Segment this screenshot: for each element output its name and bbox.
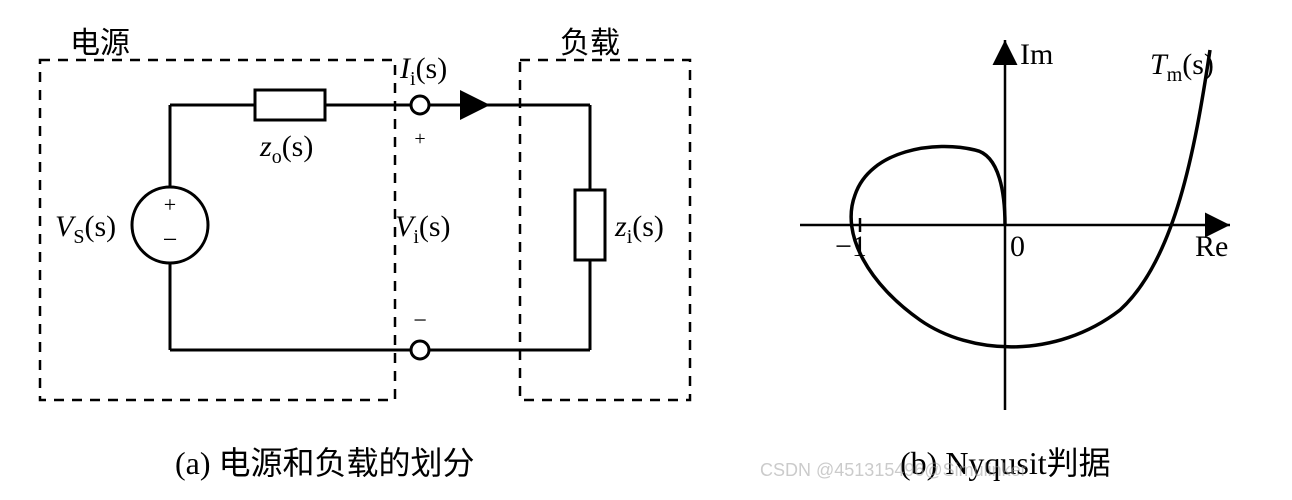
svg-text:+: + bbox=[414, 128, 425, 150]
label-Vi: Vi(s) bbox=[395, 210, 451, 249]
node-bot bbox=[411, 341, 429, 359]
svg-text:−: − bbox=[413, 308, 427, 334]
tick-minus1: −1 bbox=[835, 230, 867, 264]
node-top bbox=[411, 96, 429, 114]
source-title: 电源 bbox=[70, 18, 130, 62]
caption-a: (a) 电源和负载的划分 bbox=[175, 438, 475, 484]
diagram-svg: + − + − bbox=[0, 0, 1292, 500]
axis-Re-label: Re bbox=[1195, 230, 1228, 264]
label-zo: zo(s) bbox=[260, 130, 313, 169]
resistor-zi bbox=[575, 190, 605, 260]
resistor-zo bbox=[255, 90, 325, 120]
watermark: CSDN @451315496@Simulinker bbox=[760, 460, 1027, 481]
origin-zero: 0 bbox=[1010, 230, 1025, 264]
svg-text:−: − bbox=[163, 225, 178, 254]
nyquist-curve bbox=[851, 50, 1210, 347]
figure-canvas: + − + − 电源 负载 VS(s) zo(s) Ii(s) Vi(s) zi… bbox=[0, 0, 1292, 500]
label-zi: zi(s) bbox=[615, 210, 664, 249]
svg-text:+: + bbox=[164, 192, 176, 217]
label-Vs: VS(s) bbox=[55, 210, 116, 249]
load-title: 负载 bbox=[560, 18, 620, 62]
label-Tm: Tm(s) bbox=[1150, 48, 1214, 87]
label-Ii: Ii(s) bbox=[400, 52, 447, 91]
axis-Im-label: Im bbox=[1020, 38, 1053, 72]
